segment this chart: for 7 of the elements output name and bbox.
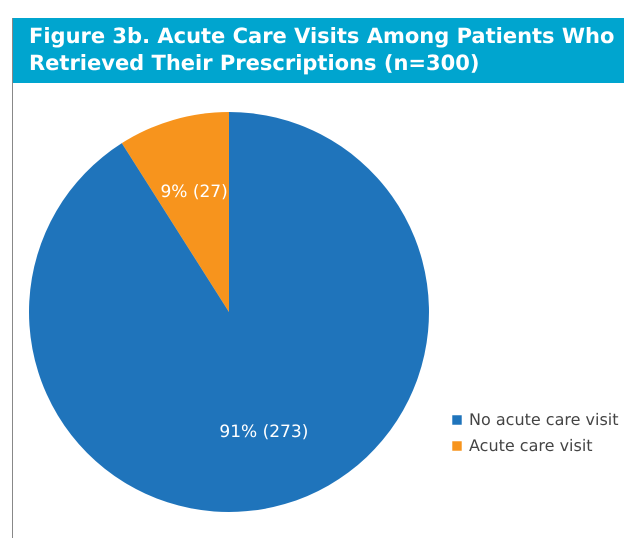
pie-slice [122, 112, 229, 312]
pie-slice [29, 112, 429, 512]
legend-label: No acute care visit [469, 410, 619, 429]
chart-title: Figure 3b. Acute Care Visits Among Patients Who Retrieved Their Prescriptions (n=300) [13, 18, 624, 83]
legend-label: Acute care visit [469, 436, 593, 455]
data-label: 9% (27) [160, 182, 228, 202]
data-label: 91% (273) [219, 422, 308, 442]
